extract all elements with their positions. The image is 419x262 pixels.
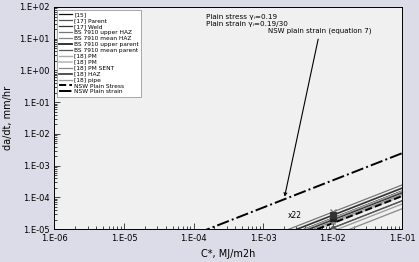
NSW Plain strain [165, 243, 170, 247]
[18] PM SENT [305, 244, 310, 247]
Line: [15]: [15] [54, 191, 402, 262]
BS 7910 mean parent [305, 236, 310, 239]
BS 7910 mean parent [400, 199, 405, 202]
[17] Parent [271, 250, 276, 253]
[18] HAZ [271, 237, 276, 240]
NSW Plain strain [271, 202, 276, 205]
BS 7910 mean HAZ [400, 193, 405, 196]
[18] PM SENT [271, 258, 276, 261]
BS 7910 upper HAZ [271, 234, 276, 237]
Line: BS 7910 mean parent: BS 7910 mean parent [54, 201, 402, 262]
[18] HAZ [303, 224, 308, 227]
NSW Plain strain [303, 189, 308, 193]
[18] pipe [305, 239, 310, 243]
BS 7910 upper HAZ [305, 221, 310, 224]
[18] PM [400, 194, 405, 198]
Legend: [15], [17] Parent, [17] Weld, BS 7910 upper HAZ, BS 7910 mean HAZ, BS 7910 upper: [15], [17] Parent, [17] Weld, BS 7910 up… [57, 10, 141, 96]
Line: [18] pipe: [18] pipe [54, 204, 402, 262]
[17] Parent [305, 236, 310, 239]
[15] [271, 240, 276, 243]
[17] Weld [271, 242, 276, 245]
[18] PM [400, 190, 405, 193]
BS 7910 mean parent [271, 250, 276, 253]
[18] PM SENT [303, 245, 308, 248]
NSW Plain strain [400, 152, 405, 155]
NSW Plain strain [190, 234, 195, 237]
Line: BS 7910 upper parent: BS 7910 upper parent [54, 191, 402, 262]
[17] Weld [400, 191, 405, 194]
Line: NSW Plain Stress: NSW Plain Stress [54, 196, 402, 262]
Line: [18] HAZ: [18] HAZ [54, 188, 402, 262]
[18] PM SENT [400, 207, 405, 210]
BS 7910 mean HAZ [303, 231, 308, 234]
[18] pipe [271, 253, 276, 256]
[18] HAZ [305, 224, 310, 227]
BS 7910 mean HAZ [305, 230, 310, 233]
NSW Plain Stress [303, 232, 308, 236]
[15] [400, 190, 405, 193]
BS 7910 upper parent [400, 190, 405, 193]
[17] Parent [303, 237, 308, 240]
[18] PM [305, 232, 310, 235]
[17] Weld [303, 229, 308, 232]
[17] Weld [305, 228, 310, 232]
BS 7910 upper HAZ [400, 183, 405, 187]
NSW Plain Stress [400, 194, 405, 198]
[18] PM [303, 232, 308, 236]
Line: [17] Parent: [17] Parent [54, 201, 402, 262]
Line: [18] PM: [18] PM [54, 196, 402, 262]
Text: x22: x22 [288, 211, 302, 220]
BS 7910 upper parent [271, 240, 276, 243]
Text: Plain stress γᵢ=0.19
Plain strain γᵢ=0.19/30: Plain stress γᵢ=0.19 Plain strain γᵢ=0.1… [206, 14, 287, 27]
Line: [17] Weld: [17] Weld [54, 193, 402, 262]
NSW Plain strain [305, 189, 310, 192]
[15] [305, 227, 310, 230]
[18] PM [271, 245, 276, 248]
BS 7910 upper parent [305, 227, 310, 230]
BS 7910 mean parent [303, 237, 308, 240]
Y-axis label: da/dt, mm/hr: da/dt, mm/hr [3, 86, 13, 150]
Line: [18] PM: [18] PM [54, 191, 402, 262]
Line: BS 7910 mean HAZ: BS 7910 mean HAZ [54, 194, 402, 262]
[18] PM [303, 227, 308, 231]
Line: [18] PM SENT: [18] PM SENT [54, 209, 402, 262]
[18] HAZ [400, 187, 405, 190]
Line: NSW Plain strain: NSW Plain strain [54, 153, 402, 262]
[18] PM [305, 227, 310, 230]
[18] pipe [400, 202, 405, 205]
X-axis label: C*, MJ/m2h: C*, MJ/m2h [201, 249, 256, 259]
Line: BS 7910 upper HAZ: BS 7910 upper HAZ [54, 185, 402, 262]
BS 7910 upper HAZ [303, 221, 308, 224]
[18] pipe [303, 240, 308, 243]
BS 7910 mean HAZ [271, 243, 276, 247]
[18] PM [271, 240, 276, 243]
NSW Plain Stress [271, 245, 276, 248]
NSW Plain Stress [305, 232, 310, 235]
BS 7910 upper parent [303, 227, 308, 231]
[15] [303, 227, 308, 231]
[17] Parent [400, 199, 405, 202]
Text: NSW plain strain (equation 7): NSW plain strain (equation 7) [268, 27, 372, 195]
